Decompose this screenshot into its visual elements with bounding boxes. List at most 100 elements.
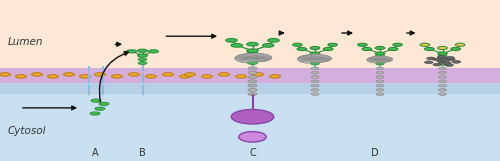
Circle shape bbox=[247, 59, 256, 62]
Circle shape bbox=[456, 43, 465, 46]
Circle shape bbox=[367, 59, 373, 61]
Circle shape bbox=[324, 57, 332, 60]
Circle shape bbox=[452, 61, 460, 63]
Circle shape bbox=[322, 59, 330, 61]
Circle shape bbox=[376, 71, 384, 74]
Circle shape bbox=[180, 75, 190, 78]
Circle shape bbox=[374, 57, 381, 60]
Circle shape bbox=[311, 67, 319, 70]
Circle shape bbox=[372, 59, 378, 61]
Circle shape bbox=[372, 59, 378, 61]
Circle shape bbox=[91, 99, 101, 102]
Circle shape bbox=[376, 89, 384, 91]
Circle shape bbox=[376, 57, 382, 59]
Circle shape bbox=[263, 56, 272, 59]
Circle shape bbox=[234, 57, 244, 59]
Circle shape bbox=[308, 60, 317, 62]
Circle shape bbox=[244, 58, 252, 61]
Circle shape bbox=[386, 57, 392, 60]
Circle shape bbox=[433, 58, 442, 61]
Circle shape bbox=[248, 67, 257, 70]
Circle shape bbox=[248, 88, 257, 91]
Circle shape bbox=[369, 60, 376, 62]
Circle shape bbox=[239, 54, 248, 57]
Circle shape bbox=[376, 56, 383, 58]
Circle shape bbox=[366, 59, 373, 61]
Circle shape bbox=[242, 57, 250, 59]
Circle shape bbox=[424, 47, 434, 51]
Circle shape bbox=[372, 58, 378, 60]
Circle shape bbox=[375, 46, 385, 50]
Circle shape bbox=[254, 55, 263, 58]
Circle shape bbox=[376, 54, 384, 57]
Ellipse shape bbox=[231, 109, 274, 124]
Circle shape bbox=[451, 47, 460, 51]
Circle shape bbox=[438, 76, 446, 78]
Circle shape bbox=[320, 59, 328, 62]
Circle shape bbox=[316, 57, 324, 59]
Circle shape bbox=[311, 89, 319, 91]
Circle shape bbox=[94, 73, 106, 76]
Circle shape bbox=[248, 84, 257, 87]
Circle shape bbox=[378, 57, 384, 59]
Circle shape bbox=[308, 56, 316, 59]
Circle shape bbox=[376, 67, 384, 70]
Circle shape bbox=[241, 60, 250, 63]
Circle shape bbox=[236, 75, 246, 78]
Circle shape bbox=[324, 47, 333, 51]
Circle shape bbox=[311, 60, 319, 62]
Circle shape bbox=[433, 63, 442, 66]
Circle shape bbox=[381, 56, 388, 58]
FancyBboxPatch shape bbox=[0, 68, 500, 83]
Circle shape bbox=[375, 52, 385, 55]
Circle shape bbox=[238, 59, 247, 62]
Circle shape bbox=[438, 80, 446, 83]
Circle shape bbox=[372, 57, 378, 59]
Circle shape bbox=[323, 57, 332, 59]
Circle shape bbox=[255, 53, 264, 56]
Circle shape bbox=[311, 80, 319, 83]
Circle shape bbox=[242, 54, 251, 57]
Circle shape bbox=[162, 73, 173, 76]
Circle shape bbox=[376, 93, 384, 95]
FancyArrowPatch shape bbox=[100, 52, 128, 102]
Circle shape bbox=[246, 49, 258, 53]
Circle shape bbox=[424, 61, 433, 64]
Circle shape bbox=[368, 57, 374, 59]
Circle shape bbox=[304, 57, 312, 60]
Circle shape bbox=[384, 57, 391, 59]
Circle shape bbox=[446, 56, 454, 59]
Circle shape bbox=[307, 54, 316, 57]
Circle shape bbox=[250, 59, 258, 62]
Circle shape bbox=[374, 58, 380, 60]
Circle shape bbox=[310, 58, 320, 61]
Circle shape bbox=[304, 58, 312, 61]
Circle shape bbox=[316, 55, 324, 57]
Circle shape bbox=[80, 75, 90, 78]
Circle shape bbox=[438, 54, 447, 57]
Circle shape bbox=[372, 58, 379, 60]
Circle shape bbox=[376, 60, 382, 62]
Circle shape bbox=[304, 55, 312, 57]
Circle shape bbox=[305, 57, 313, 59]
Circle shape bbox=[138, 62, 147, 65]
Circle shape bbox=[438, 62, 447, 65]
Circle shape bbox=[16, 75, 26, 78]
Circle shape bbox=[226, 38, 237, 42]
Circle shape bbox=[438, 58, 447, 61]
Circle shape bbox=[242, 58, 251, 61]
Circle shape bbox=[0, 73, 10, 76]
Circle shape bbox=[298, 59, 307, 62]
Circle shape bbox=[303, 61, 312, 63]
Circle shape bbox=[318, 60, 326, 62]
Circle shape bbox=[310, 56, 318, 59]
Circle shape bbox=[248, 80, 257, 83]
Circle shape bbox=[371, 61, 378, 63]
Circle shape bbox=[138, 58, 147, 61]
Circle shape bbox=[319, 55, 327, 58]
Circle shape bbox=[257, 59, 266, 62]
Circle shape bbox=[306, 56, 314, 59]
Circle shape bbox=[146, 75, 156, 78]
Circle shape bbox=[376, 80, 384, 83]
Circle shape bbox=[393, 43, 402, 46]
